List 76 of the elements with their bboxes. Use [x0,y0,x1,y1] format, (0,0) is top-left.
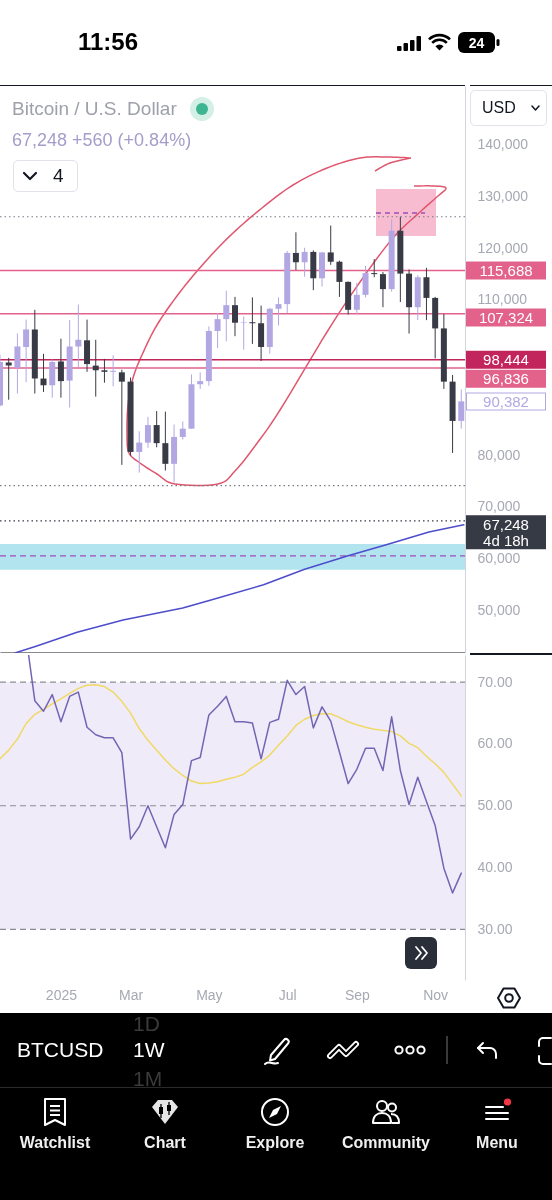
text: 67,248 +560 (+0.84%) [12,129,192,151]
ref-line-label: 67,248 4d 18h [483,515,529,549]
candlestick [258,305,265,362]
line-series [0,683,463,797]
text: 1D [133,1011,160,1037]
candlestick [23,319,30,383]
candlestick [275,296,282,326]
text: Bitcoin / U.S. Dollar [12,98,177,120]
candlestick [144,416,151,449]
candlestick [49,358,56,399]
text: 24 [468,34,485,51]
x-tick-label: 2025 [45,986,78,1003]
y-tick-label: 130,000 [477,188,529,205]
text: 90,382 [483,392,529,410]
y-tick-label: 30.00 [477,920,513,937]
candlestick [214,312,221,349]
candlestick [40,353,47,393]
annotation: 4 [53,165,64,187]
candlestick [362,265,369,298]
text: USD [482,98,516,118]
ref-line-label: 96,836 [483,370,529,388]
line-series [14,524,465,653]
y-tick-label: 70.00 [477,673,513,690]
y-tick-label: 70,000 [477,498,521,515]
candlestick [327,225,334,266]
candlestick [240,316,247,351]
candlestick [353,282,360,315]
y-tick-label: 110,000 [477,291,528,308]
y-tick-label: 60,000 [477,549,521,566]
candlestick [136,430,143,474]
text: Watchlist [19,1133,91,1153]
candlestick [231,296,238,337]
y-tick-label: 120,000 [477,239,529,256]
candlestick [371,258,378,278]
candlestick [249,296,256,345]
candlestick [118,369,125,466]
x-tick-label: Jul [278,986,297,1003]
text: Community [342,1133,430,1153]
text: 1W [133,1037,165,1063]
candlestick [110,354,117,387]
line-series [27,655,463,894]
candlestick [14,333,21,395]
candlestick [162,411,169,472]
text: 1M [133,1066,163,1092]
candlestick [75,304,82,368]
text: Chart [144,1133,186,1153]
x-tick-label: Sep [344,986,370,1003]
y-tick-label: 50,000 [477,601,521,618]
text: Menu [476,1133,518,1153]
candlestick [379,271,386,308]
y-tick-label: 50.00 [477,797,513,814]
candlestick [423,267,430,321]
text: 11:56 [77,28,139,56]
candlestick [179,420,186,441]
candlestick [301,247,308,278]
text: Explore [245,1133,305,1153]
candlestick [336,260,343,298]
candlestick [223,290,230,342]
ref-line-label: 115,688 [479,262,533,280]
candlestick [153,410,160,448]
candlestick [292,231,299,271]
x-tick-label: Nov [423,986,449,1003]
x-tick-label: May [196,986,223,1003]
x-tick-label: Mar [118,986,144,1003]
ref-line-label: 98,444 [483,351,529,369]
y-tick-label: 80,000 [477,446,521,463]
candlestick [101,358,108,384]
y-tick-label: 60.00 [477,735,513,752]
y-tick-label: 140,000 [477,136,529,153]
text: BTCUSD [17,1037,104,1063]
candlestick [57,338,64,399]
candlestick [84,319,91,373]
candlestick [458,388,465,430]
ref-line-label: 107,324 [478,308,534,326]
y-tick-label: 40.00 [477,859,513,876]
candlestick [5,357,12,401]
